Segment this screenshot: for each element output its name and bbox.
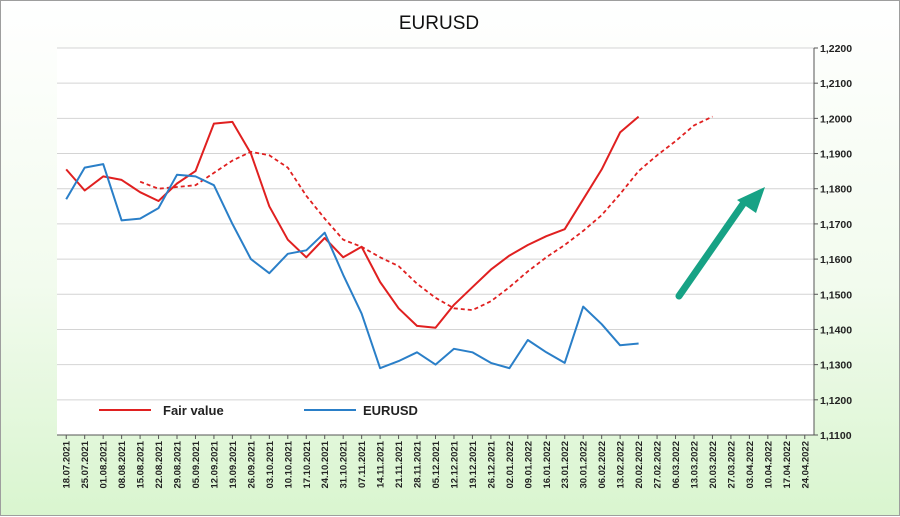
x-tick-label: 14.11.2021	[376, 440, 387, 488]
x-tick-label: 15.08.2021	[136, 440, 147, 488]
x-tick-label: 05.12.2021	[431, 440, 442, 488]
y-tick-label: 1,1900	[820, 149, 852, 161]
y-tick-label: 1,2200	[820, 43, 852, 55]
trend-arrow	[675, 187, 765, 300]
x-tick-label: 02.01.2022	[505, 441, 516, 489]
x-tick-label: 03.10.2021	[265, 440, 276, 488]
y-tick-label: 1,2100	[820, 78, 852, 90]
x-tick-label: 13.02.2022	[616, 441, 627, 489]
x-tick-label: 10.04.2022	[763, 441, 774, 489]
x-tick-label: 03.04.2022	[745, 441, 756, 489]
legend-label-fair-value: Fair value	[163, 403, 224, 418]
x-tick-label: 25.07.2021	[80, 440, 91, 488]
x-tick-label: 07.11.2021	[357, 440, 368, 488]
x-tick-label: 26.09.2021	[246, 440, 257, 488]
x-tick-label: 05.09.2021	[191, 440, 202, 488]
y-tick-label: 1,1300	[820, 360, 852, 372]
x-tick-label: 06.02.2022	[597, 441, 608, 489]
y-tick-label: 1,1500	[820, 289, 852, 301]
x-tick-label: 24.04.2022	[800, 441, 811, 489]
legend: Fair value EURUSD	[99, 403, 418, 418]
x-tick-label: 22.08.2021	[154, 440, 165, 488]
chart-title: EURUSD	[399, 13, 479, 34]
plot-area	[57, 48, 814, 435]
x-tick-label: 30.01.2022	[579, 441, 590, 489]
y-tick-label: 1,1600	[820, 254, 852, 266]
x-tick-label: 21.11.2021	[394, 440, 405, 488]
x-tick-label: 01.08.2021	[99, 440, 110, 488]
y-tick-label: 1,2000	[820, 113, 852, 125]
x-tick-label: 18.07.2021	[62, 440, 73, 488]
x-tick-label: 19.12.2021	[468, 440, 479, 488]
x-tick-label: 13.03.2022	[689, 441, 700, 489]
trend-arrow-shaft	[675, 200, 747, 300]
x-tick-label: 09.01.2022	[523, 441, 534, 489]
x-axis-ticks: 18.07.2021 25.07.2021 01.08.2021 08.08.2021…	[62, 435, 811, 489]
x-tick-label: 20.03.2022	[708, 441, 719, 489]
x-tick-label: 10.10.2021	[283, 440, 294, 488]
y-tick-label: 1,1200	[820, 395, 852, 407]
x-tick-label: 12.09.2021	[209, 440, 220, 488]
x-tick-label: 26.12.2021	[486, 440, 497, 488]
x-tick-label: 06.03.2022	[671, 441, 682, 489]
x-tick-label: 28.11.2021	[413, 440, 424, 488]
y-tick-label: 1,1800	[820, 184, 852, 196]
x-tick-label: 16.01.2022	[542, 441, 553, 489]
series-layer	[65, 115, 713, 370]
x-tick-label: 29.08.2021	[173, 440, 184, 488]
x-tick-label: 31.10.2021	[339, 440, 350, 488]
y-tick-label: 1,1100	[820, 430, 852, 442]
x-tick-label: 20.02.2022	[634, 441, 645, 489]
x-tick-label: 08.08.2021	[117, 440, 128, 488]
x-tick-label: 27.02.2022	[653, 441, 664, 489]
eurusd-line	[65, 163, 639, 370]
fair-value-line	[65, 115, 640, 329]
y-tick-label: 1,1400	[820, 324, 852, 336]
x-tick-label: 17.10.2021	[302, 440, 313, 488]
y-tick-label: 1,1700	[820, 219, 852, 231]
x-tick-label: 27.03.2022	[726, 441, 737, 489]
trend-arrow-head	[737, 187, 765, 213]
x-tick-label: 19.09.2021	[228, 440, 239, 488]
x-tick-label: 12.12.2021	[449, 440, 460, 488]
legend-label-eurusd: EURUSD	[363, 403, 418, 418]
x-tick-label: 17.04.2022	[782, 441, 793, 489]
y-axis-ticks: 1,1100 1,1200 1,1300 1,1400 1,1500 1,1600 1,17…	[814, 43, 852, 442]
gridlines	[57, 47, 814, 401]
x-tick-label: 24.10.2021	[320, 440, 331, 488]
x-tick-label: 23.01.2022	[560, 441, 571, 489]
fair-value-projection-line	[139, 115, 713, 311]
